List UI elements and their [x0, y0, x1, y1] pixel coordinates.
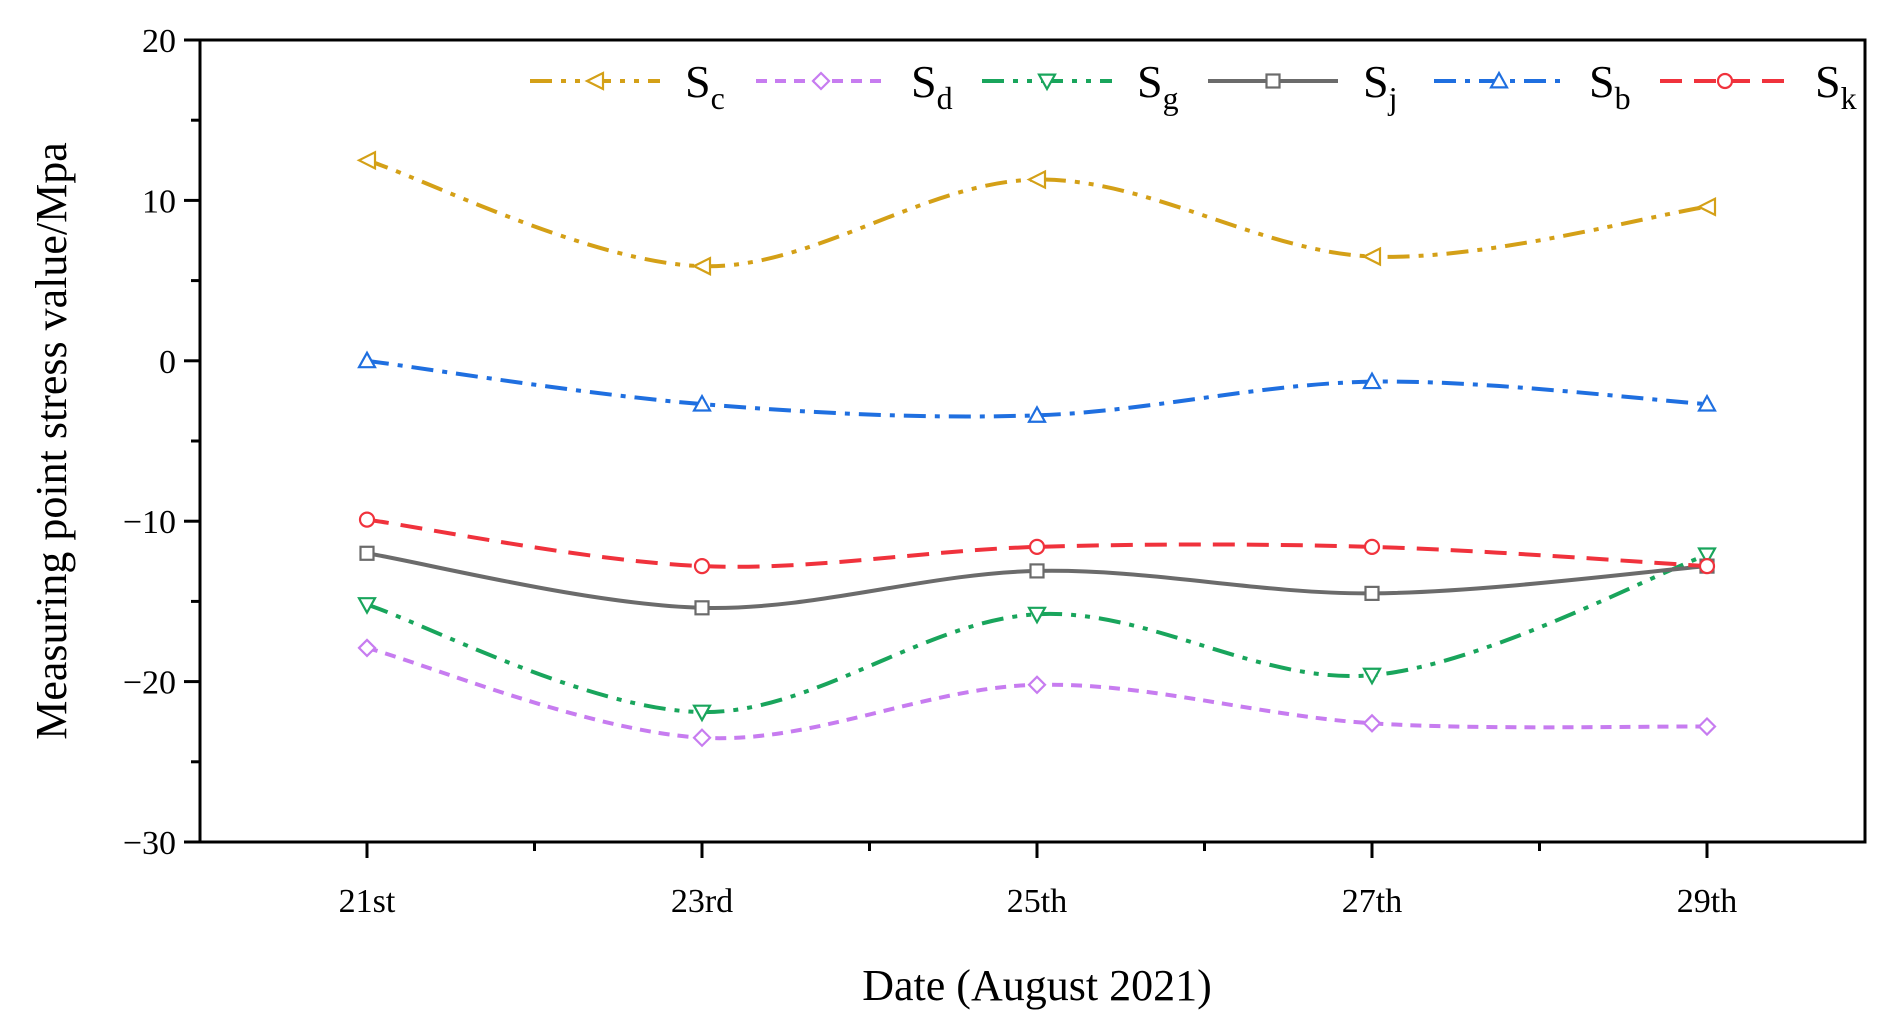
y-tick-label: −30	[123, 825, 176, 862]
legend-item-sc: Sc	[530, 56, 725, 116]
legend-marker-sb	[1489, 70, 1509, 89]
series-line-sg	[366, 553, 1708, 715]
data-point-sk	[1363, 538, 1381, 555]
legend-label-sk: Sk	[1815, 56, 1857, 116]
data-point-sc	[1361, 246, 1382, 267]
y-tick-label: 10	[142, 183, 176, 220]
data-point-sd	[1362, 713, 1382, 733]
series-sd	[357, 638, 1717, 748]
y-tick-label: 20	[142, 23, 176, 60]
series-sb	[357, 350, 1717, 423]
data-point-sd	[1027, 675, 1047, 695]
data-point-sd	[692, 728, 712, 748]
x-tick-label: 23rd	[671, 883, 733, 920]
series-sg	[357, 547, 1717, 723]
x-tick-label: 25th	[1007, 883, 1067, 920]
data-point-sb	[1697, 393, 1717, 412]
legend-label-sg: Sg	[1137, 56, 1179, 116]
x-tick-label: 21st	[339, 883, 396, 920]
data-point-sb	[357, 350, 377, 369]
legend-label-sd: Sd	[911, 56, 953, 116]
y-tick-label: −20	[123, 665, 176, 702]
data-point-sb	[692, 393, 712, 412]
series-sj	[359, 545, 1715, 616]
data-point-sb	[1362, 371, 1382, 390]
data-point-sj	[1029, 563, 1045, 579]
data-point-sc	[1696, 197, 1717, 217]
legend-item-sb: Sb	[1434, 56, 1631, 116]
data-point-sc	[1026, 169, 1047, 190]
data-point-sj	[359, 545, 375, 561]
data-point-sd	[357, 638, 377, 658]
data-point-sj	[1364, 585, 1380, 601]
data-point-sc	[691, 256, 712, 276]
legend: Sc Sd Sg Sj Sb Sk	[530, 56, 1857, 116]
data-point-sg	[1362, 667, 1382, 686]
y-axis-title: Measuring point stress value/Mpa	[27, 142, 76, 740]
data-point-sc	[356, 150, 377, 171]
series-layer	[356, 150, 1717, 748]
data-point-sg	[1027, 606, 1047, 625]
legend-label-sj: Sj	[1363, 56, 1397, 116]
series-line-sc	[366, 158, 1708, 269]
series-sc	[356, 150, 1717, 276]
data-point-sk	[1698, 558, 1716, 575]
legend-label-sb: Sb	[1589, 56, 1631, 116]
legend-item-sd: Sd	[756, 56, 953, 116]
plot-frame	[198, 38, 1867, 844]
data-point-sk	[358, 511, 376, 528]
series-line-sj	[366, 551, 1708, 610]
legend-item-sg: Sg	[982, 56, 1179, 116]
x-tick-label: 29th	[1677, 883, 1737, 920]
series-line-sb	[366, 358, 1708, 419]
data-point-sg	[357, 597, 377, 615]
y-tick-label: 0	[159, 344, 176, 381]
y-tick-label: −10	[123, 504, 176, 541]
data-point-sk	[1028, 538, 1046, 555]
series-sk	[358, 511, 1716, 575]
legend-label-sc: Sc	[685, 56, 725, 116]
data-point-sg	[1697, 547, 1717, 566]
axes-layer: −30 −20 −10 0 10 20 21st 23rd 25th 27th 29th	[123, 23, 1737, 920]
data-point-sb	[1027, 405, 1047, 423]
series-line-sk	[366, 517, 1708, 569]
legend-marker-sk	[1716, 72, 1734, 90]
data-point-sg	[692, 704, 712, 723]
legend-item-sk: Sk	[1660, 56, 1857, 116]
x-axis-title: Date (August 2021)	[862, 961, 1212, 1010]
legend-item-sj: Sj	[1208, 56, 1397, 116]
data-point-sj	[694, 600, 710, 616]
legend-marker-sg	[1037, 73, 1057, 92]
data-point-sd	[1697, 716, 1717, 737]
data-point-sk	[693, 558, 711, 575]
legend-marker-sj	[1265, 73, 1281, 89]
legend-marker-sc	[584, 71, 605, 91]
x-tick-label: 27th	[1342, 883, 1402, 920]
legend-marker-sd	[811, 71, 831, 91]
